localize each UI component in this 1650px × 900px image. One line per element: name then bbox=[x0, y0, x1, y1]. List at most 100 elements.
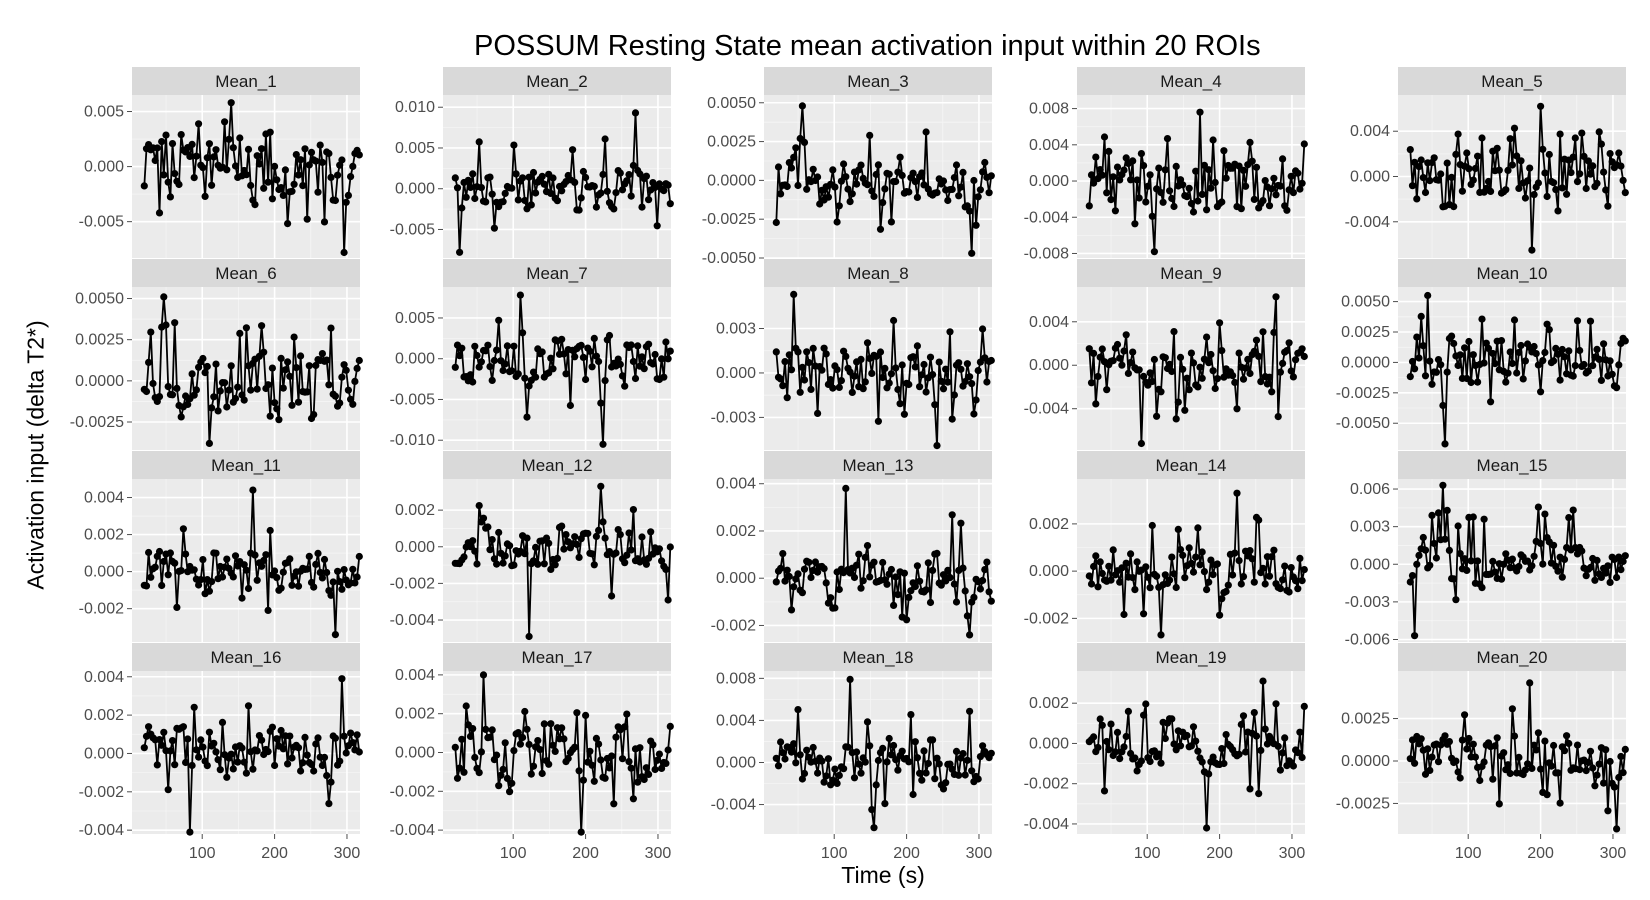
data-point bbox=[1602, 746, 1610, 754]
data-point bbox=[872, 352, 880, 360]
data-point bbox=[1239, 375, 1248, 383]
data-point bbox=[162, 131, 170, 139]
data-point bbox=[805, 558, 813, 566]
data-point bbox=[1606, 757, 1614, 766]
data-point bbox=[1417, 156, 1425, 164]
data-point bbox=[1434, 758, 1443, 766]
data-point bbox=[961, 771, 969, 779]
data-point bbox=[1502, 186, 1510, 194]
data-point bbox=[238, 744, 246, 752]
data-point bbox=[1166, 187, 1174, 195]
data-point bbox=[331, 631, 339, 639]
data-point bbox=[155, 736, 164, 744]
data-point bbox=[1174, 525, 1182, 534]
data-point bbox=[482, 198, 490, 206]
data-point bbox=[1261, 725, 1269, 733]
data-point bbox=[985, 189, 993, 197]
y-tick-label: 0.002 bbox=[84, 527, 124, 544]
data-point bbox=[1109, 173, 1117, 181]
data-point bbox=[1272, 191, 1280, 199]
data-point bbox=[460, 553, 468, 561]
data-point bbox=[1413, 560, 1421, 568]
data-point bbox=[1148, 212, 1156, 220]
data-point bbox=[798, 589, 807, 597]
data-point bbox=[271, 162, 279, 170]
data-point bbox=[1500, 749, 1508, 757]
data-point bbox=[809, 344, 817, 352]
data-point bbox=[664, 181, 672, 189]
data-point bbox=[638, 533, 646, 541]
data-point bbox=[800, 376, 809, 384]
data-point bbox=[814, 173, 822, 181]
y-tick-label: 0.006 bbox=[1350, 481, 1390, 498]
data-point bbox=[779, 749, 787, 757]
data-point bbox=[1552, 186, 1560, 194]
data-point bbox=[560, 735, 568, 743]
data-point bbox=[1489, 775, 1497, 783]
data-point bbox=[1613, 573, 1621, 582]
data-point bbox=[451, 174, 459, 182]
data-point bbox=[1196, 108, 1204, 116]
data-point bbox=[1510, 732, 1519, 740]
data-point bbox=[974, 193, 982, 201]
data-point bbox=[1094, 583, 1102, 591]
data-point bbox=[787, 748, 796, 756]
data-point bbox=[1586, 747, 1595, 755]
data-point bbox=[1461, 344, 1469, 352]
data-point bbox=[1209, 367, 1217, 375]
data-point bbox=[1461, 555, 1469, 563]
y-tick-label: 0.004 bbox=[84, 669, 124, 686]
data-point bbox=[1090, 562, 1098, 571]
y-tick-label: 0.0050 bbox=[1341, 294, 1390, 311]
data-point bbox=[527, 770, 535, 778]
y-tick-label: 0.000 bbox=[1350, 169, 1390, 186]
data-point bbox=[244, 584, 253, 593]
data-point bbox=[645, 196, 653, 204]
data-point bbox=[1087, 171, 1096, 179]
data-point bbox=[1456, 550, 1464, 558]
y-tick-label: 0.004 bbox=[1029, 137, 1069, 154]
data-point bbox=[892, 364, 900, 372]
data-point bbox=[1426, 357, 1434, 365]
data-point bbox=[151, 563, 159, 571]
data-point bbox=[664, 746, 672, 754]
data-point bbox=[340, 248, 348, 257]
data-point bbox=[549, 365, 557, 373]
data-point bbox=[503, 342, 511, 350]
data-point bbox=[545, 760, 553, 768]
data-point bbox=[255, 160, 263, 168]
data-point bbox=[976, 358, 985, 366]
data-point bbox=[1508, 161, 1516, 169]
data-point bbox=[216, 766, 224, 774]
data-point bbox=[1122, 732, 1130, 741]
data-point bbox=[469, 537, 477, 545]
data-point bbox=[1521, 766, 1529, 774]
data-point bbox=[547, 720, 555, 728]
data-point bbox=[1124, 707, 1132, 716]
data-point bbox=[1142, 700, 1150, 708]
data-point bbox=[959, 168, 967, 176]
data-point bbox=[1417, 312, 1425, 320]
data-point bbox=[1556, 376, 1564, 384]
data-point bbox=[601, 135, 609, 143]
data-point bbox=[1421, 188, 1430, 197]
data-point bbox=[240, 396, 248, 404]
y-tick-label: -0.0025 bbox=[702, 211, 756, 228]
data-point bbox=[1146, 757, 1154, 766]
data-point bbox=[268, 364, 276, 372]
data-point bbox=[970, 410, 978, 418]
data-point bbox=[588, 761, 596, 769]
data-point bbox=[1593, 556, 1601, 565]
data-point bbox=[344, 386, 352, 394]
data-point bbox=[142, 582, 151, 590]
data-point bbox=[1281, 734, 1289, 742]
data-point bbox=[853, 180, 861, 188]
data-point bbox=[638, 203, 646, 211]
data-point bbox=[277, 584, 285, 592]
data-point bbox=[1434, 509, 1443, 517]
data-point bbox=[924, 759, 932, 768]
data-point bbox=[229, 573, 237, 581]
data-point bbox=[497, 771, 505, 779]
